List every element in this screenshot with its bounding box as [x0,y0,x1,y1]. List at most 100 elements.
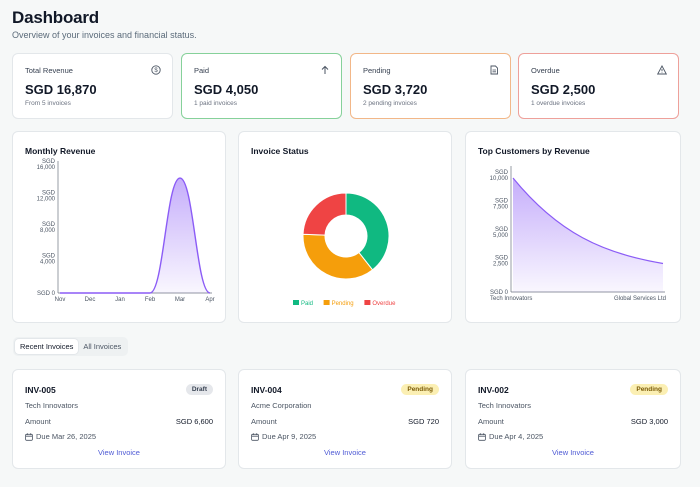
page-subtitle: Overview of your invoices and financial … [12,30,197,40]
invoice-due: Due Apr 4, 2025 [478,432,543,441]
legend-label: Paid [301,301,313,307]
revenue-line [60,177,211,294]
due-date: Due Apr 4, 2025 [489,432,544,441]
invoice-card: INV-004 Pending Acme Corporation Amount … [238,369,452,469]
revenue-area [60,178,210,293]
y-tick-label: 4,000 [40,260,56,266]
legend-swatch [293,300,299,305]
y-tick-label: SGD [42,222,56,228]
stat-label: Pending [363,66,391,75]
y-tick-label: 7,500 [493,205,509,211]
view-invoice-link[interactable]: View Invoice [98,448,140,457]
status-badge: Pending [630,384,668,395]
stat-sub: 1 paid invoices [194,100,237,107]
status-badge: Draft [185,384,213,395]
x-tick-label: Apr [205,297,214,303]
stat-sub: From 5 invoices [25,100,71,107]
warning-icon [657,65,667,75]
view-invoice-link[interactable]: View Invoice [324,448,366,457]
stat-card-overdue: Overdue SGD 2,500 1 overdue invoices [518,53,679,119]
stat-value: SGD 16,870 [25,82,97,97]
customer-line [512,177,664,265]
invoice-id: INV-002 [478,385,509,395]
legend-swatch [323,300,330,305]
y-tick-label: SGD [42,254,56,260]
legend-label: Overdue [372,301,396,307]
invoice-id: INV-005 [25,385,56,395]
amount-label: Amount [478,417,504,426]
monthly-revenue-panel: Monthly Revenue SGD 16,000 SGD 12,000 SGD 8,0… [12,131,226,323]
customer-area [513,178,663,292]
y-tick-label: 10,000 [490,176,509,182]
arrow-up-icon [321,65,329,74]
invoice-status-panel: Invoice Status Paid Pending Overdue [238,131,452,323]
y-tick-label: SGD [495,256,509,262]
invoice-tabs: Recent Invoices All Invoices [13,337,129,356]
x-tick-label: Feb [145,297,156,303]
calendar-icon [251,432,259,441]
tab-recent-invoices[interactable]: Recent Invoices [15,339,79,354]
view-invoice-link[interactable]: View Invoice [552,448,594,457]
invoice-due: Due Mar 26, 2025 [25,432,96,441]
stat-sub: 1 overdue invoices [531,100,586,107]
y-tick-label: SGD 0 [490,290,509,296]
invoice-customer: Tech Innovators [478,401,531,410]
invoice-amount: SGD 3,000 [630,417,668,426]
invoice-card: INV-005 Draft Tech Innovators Amount SGD… [12,369,226,469]
y-tick-label: SGD 0 [37,291,56,297]
amount-label: Amount [25,417,51,426]
invoice-customer: Tech Innovators [25,401,78,410]
donut-slice-pending [302,233,374,280]
y-tick-label: SGD [495,199,509,205]
x-tick-label: Dec [85,297,96,303]
y-tick-label: 16,000 [37,165,56,171]
x-tick-label: Tech Innovators [490,296,532,302]
x-tick-label: Jan [115,297,125,303]
page-title: Dashboard [12,8,99,27]
stat-card-total-revenue: Total Revenue SGD 16,870 From 5 invoices… [12,53,173,119]
calendar-icon [25,432,33,441]
stat-value: SGD 3,720 [363,82,428,97]
calendar-icon [478,432,486,441]
y-tick-label: SGD [495,227,509,233]
x-tick-label: Global Services Ltd [614,296,666,302]
y-tick-label: SGD [42,191,56,197]
stat-value: SGD 2,500 [531,82,596,97]
stat-label: Paid [194,66,210,75]
stat-card-pending: Pending SGD 3,720 2 pending invoices [350,53,511,119]
top-customers-panel: Top Customers by Revenue SGD 10,000 SGD 7,5… [465,131,681,323]
stat-sub: 2 pending invoices [363,100,417,107]
y-tick-label: 8,000 [40,228,56,234]
chart-title: Monthly Revenue [25,146,96,156]
document-icon [490,65,498,75]
y-tick-label: 2,500 [493,262,509,268]
y-tick-label: SGD [495,170,509,176]
invoice-status-chart: Paid Pending Overdue [293,192,396,307]
invoice-due: Due Apr 9, 2025 [251,432,316,441]
y-tick-label: 5,000 [493,233,509,239]
chart-title: Invoice Status [251,146,309,156]
page-header: Dashboard Overview of your invoices and … [12,8,197,40]
y-tick-label: SGD [42,159,56,165]
donut-slice-overdue [302,192,347,236]
stat-card-paid: Paid SGD 4,050 1 paid invoices [181,53,342,119]
invoice-customer: Acme Corporation [251,401,312,410]
dollar-icon: $ [151,65,161,75]
legend-swatch [364,300,371,305]
svg-text:$: $ [154,68,158,74]
x-tick-label: Mar [175,297,185,303]
invoice-card: INV-002 Pending Tech Innovators Amount S… [465,369,681,469]
stat-value: SGD 4,050 [194,82,259,97]
invoice-id: INV-004 [251,385,282,395]
stat-label: Total Revenue [25,66,73,75]
x-tick-label: Nov [55,297,66,303]
amount-label: Amount [251,417,277,426]
invoice-amount: SGD 6,600 [175,417,213,426]
due-date: Due Apr 9, 2025 [262,432,317,441]
invoice-amount: SGD 720 [408,417,439,426]
tab-all-invoices[interactable]: All Invoices [83,342,122,351]
y-tick-label: 12,000 [37,197,56,203]
chart-title: Top Customers by Revenue [478,146,590,156]
